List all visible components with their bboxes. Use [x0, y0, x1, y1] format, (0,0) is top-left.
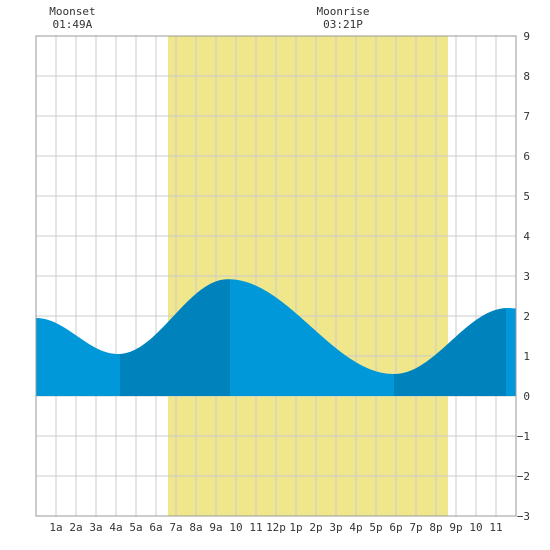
grid [36, 35, 516, 517]
y-tick-label: 5 [523, 190, 530, 203]
plot-border [35, 35, 517, 517]
tide-segment [394, 308, 506, 396]
x-tick-label: 5a [129, 521, 142, 534]
x-tick-label: 9p [449, 521, 462, 534]
y-axis-labels: −3 −2 −1 0 1 2 3 4 5 6 7 8 9 [517, 30, 531, 523]
x-tick-label: 1a [49, 521, 62, 534]
x-tick-label: 5p [369, 521, 382, 534]
x-tick-label: 2a [69, 521, 82, 534]
x-tick-label: 8p [429, 521, 442, 534]
y-tick-label: 0 [523, 390, 530, 403]
y-tick-label: 2 [523, 310, 530, 323]
y-tick-label: 6 [523, 150, 530, 163]
y-tick-label: 7 [523, 110, 530, 123]
moon-event-time: 03:21P [323, 18, 363, 31]
x-tick-label: 9a [209, 521, 222, 534]
x-tick-label: 6a [149, 521, 162, 534]
x-tick-label: 11 [249, 521, 262, 534]
y-tick-label: 1 [523, 350, 530, 363]
x-tick-label: 7a [169, 521, 182, 534]
x-tick-label: 7p [409, 521, 422, 534]
x-tick-label: 6p [389, 521, 402, 534]
y-tick-label: −1 [517, 430, 530, 443]
y-tick-label: 4 [523, 230, 530, 243]
y-tick-label: 3 [523, 270, 530, 283]
tide-area [36, 279, 516, 396]
y-tick-label: −2 [517, 470, 530, 483]
x-axis-labels: 1a 2a 3a 4a 5a 6a 7a 8a 9a 10 11 12p 1p 2p 3p 4p 5p 6p 7p 8… [49, 521, 502, 534]
x-tick-label: 3a [89, 521, 102, 534]
x-tick-label: 12p [266, 521, 286, 534]
tide-segment [36, 318, 120, 396]
x-tick-label: 3p [329, 521, 342, 534]
x-tick-label: 10 [229, 521, 242, 534]
x-tick-label: 10 [469, 521, 482, 534]
moon-event-label: Moonrise [317, 5, 370, 18]
x-tick-label: 4p [349, 521, 362, 534]
x-tick-label: 2p [309, 521, 322, 534]
x-tick-label: 1p [289, 521, 302, 534]
y-tick-label: 9 [523, 30, 530, 43]
x-tick-label: 8a [189, 521, 202, 534]
x-tick-label: 11 [489, 521, 502, 534]
tide-segment [506, 308, 516, 396]
tide-segment [120, 279, 230, 396]
x-tick-label: 4a [109, 521, 122, 534]
moon-event-label: Moonset [49, 5, 95, 18]
moon-event-time: 01:49A [53, 18, 93, 31]
y-tick-label: 8 [523, 70, 530, 83]
y-tick-label: −3 [517, 510, 530, 523]
tide-segment [230, 279, 394, 396]
